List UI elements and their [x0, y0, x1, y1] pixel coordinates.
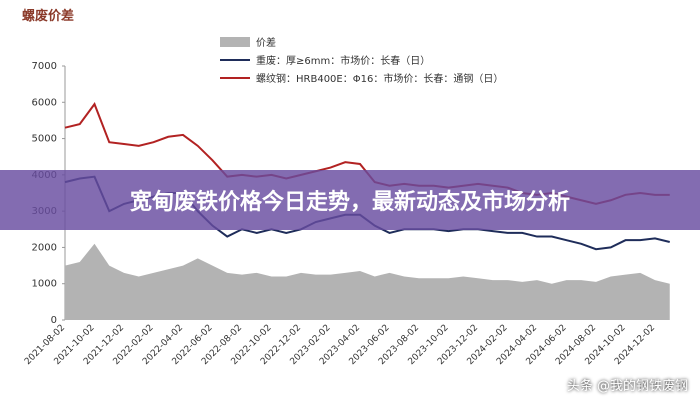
- y-tick-label: 0: [51, 315, 57, 326]
- y-tick-label: 1000: [32, 279, 57, 290]
- legend-label: 重废：厚≥6mm：市场价：长春（日）: [256, 54, 430, 67]
- chart-title: 螺废价差: [22, 8, 74, 24]
- y-tick-label: 6000: [32, 97, 57, 108]
- y-tick-label: 7000: [32, 61, 57, 72]
- legend-label: 螺纹钢：HRB400E：Φ16：市场价：长春：通钢（日）: [256, 72, 503, 85]
- area: [65, 243, 670, 320]
- legend-label: 价差: [256, 36, 276, 49]
- legend-swatch: [220, 37, 250, 47]
- y-tick-label: 2000: [32, 242, 57, 253]
- banner: 宽甸废铁价格今日走势，最新动态及市场分析: [0, 170, 700, 230]
- watermark: 头条 @我的钢铁废钢: [566, 379, 688, 394]
- y-tick-label: 5000: [32, 134, 57, 145]
